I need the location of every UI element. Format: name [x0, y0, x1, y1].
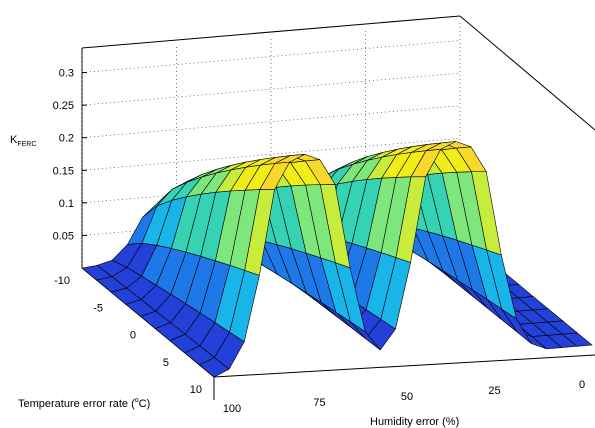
axis-box-top [81, 15, 461, 49]
humidity-tick-label: 0 [579, 379, 585, 391]
surface-facet [198, 357, 230, 378]
temperature-tick-label: 10 [190, 384, 202, 396]
humidity-tick-label: 50 [401, 391, 413, 403]
humidity-tick-label: 100 [223, 403, 241, 415]
z-tick-label: 0.2 [59, 133, 74, 145]
z-axis-label: KFERC [10, 134, 36, 148]
humidity-tick-label: 75 [313, 397, 325, 409]
z-tick-label: 0.05 [53, 230, 74, 242]
z-axis-label-sub: FERC [17, 141, 36, 148]
humidity-axis-label: Humidity error (%) [370, 416, 459, 428]
temperature-label-sup: o [135, 397, 139, 404]
temperature-tick-label: -10 [54, 275, 70, 287]
z-grid-line-2 [81, 137, 461, 171]
z-grid-line-5 [81, 40, 461, 73]
temperature-tick-label: -5 [93, 302, 103, 314]
z-grid-line-3 [81, 105, 461, 139]
temperature-label-post: C) [139, 398, 151, 410]
z-axis-ticks: 0.05 0.1 0.15 0.2 0.25 0.3 [53, 68, 87, 242]
temperature-axis-label: Temperature error rate (oC) [18, 397, 150, 410]
z-axis-label-main: K [10, 134, 18, 146]
z-tick-label: 0.25 [53, 100, 74, 112]
z-tick-label: 0.15 [53, 165, 74, 177]
temperature-label-pre: Temperature error rate ( [18, 398, 135, 410]
humidity-axis-ticks: 100 75 50 25 0 [223, 379, 585, 415]
z-tick-label: 0.3 [59, 68, 74, 80]
temperature-tick-label: 0 [130, 330, 136, 342]
z-tick-label: 0.1 [59, 198, 74, 210]
axis-bottom-front [213, 354, 595, 378]
axis-box-right [459, 15, 595, 131]
surface-mesh [81, 141, 593, 378]
temperature-axis-ticks: -10 -5 0 5 10 [54, 275, 202, 396]
z-grid-line-4 [81, 72, 461, 106]
temperature-tick-label: 5 [163, 357, 169, 369]
humidity-tick-label: 25 [488, 385, 500, 397]
